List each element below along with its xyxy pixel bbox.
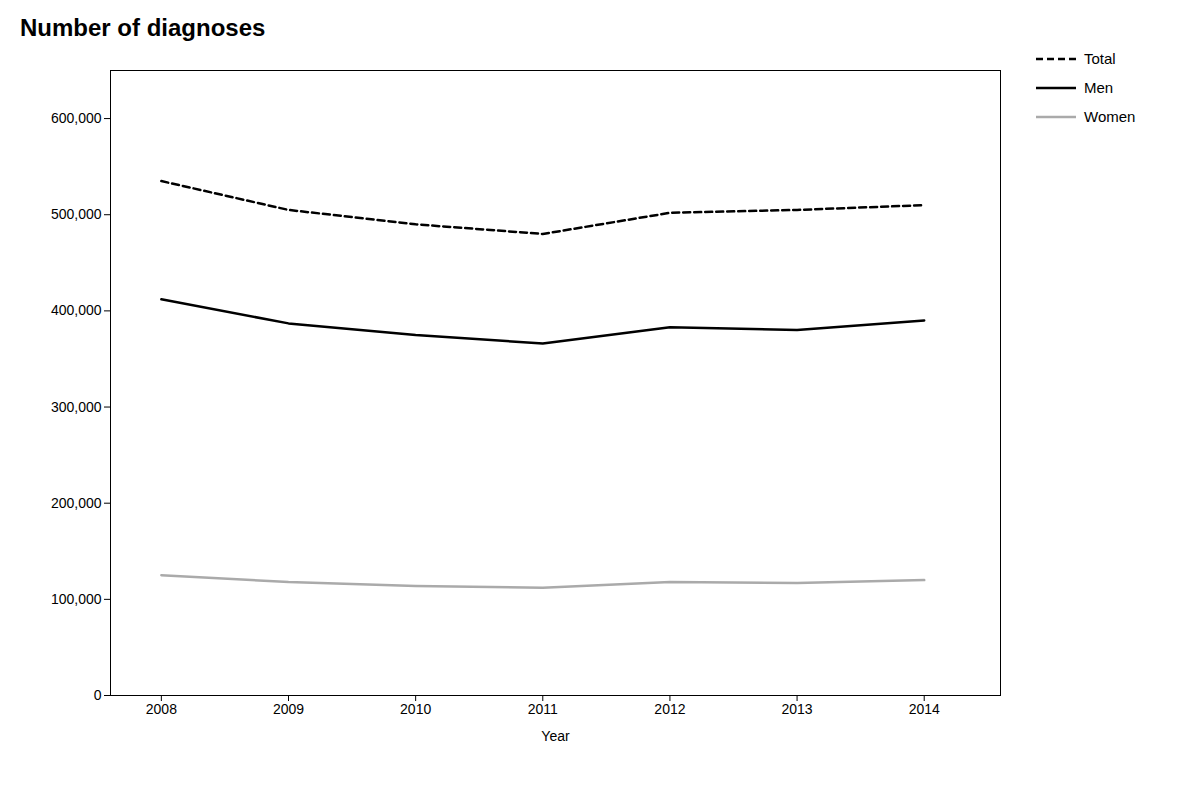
svg-text:300,000: 300,000 bbox=[51, 399, 102, 415]
svg-text:2013: 2013 bbox=[781, 701, 812, 717]
html-text:Total: Total bbox=[1084, 50, 1116, 67]
svg-text:2010: 2010 bbox=[400, 701, 431, 717]
svg-text:2009: 2009 bbox=[273, 701, 304, 717]
svg-text:2008: 2008 bbox=[146, 701, 177, 717]
html-text:Number of diagnoses: Number of diagnoses bbox=[20, 14, 266, 41]
svg-text:400,000: 400,000 bbox=[51, 302, 102, 318]
svg-text:2012: 2012 bbox=[654, 701, 685, 717]
svg-text:0: 0 bbox=[94, 687, 102, 703]
html-text:Women: Women bbox=[1084, 108, 1136, 125]
svg-text:100,000: 100,000 bbox=[51, 591, 102, 607]
svg-text:2011: 2011 bbox=[528, 701, 558, 717]
html-text:Men: Men bbox=[1084, 79, 1114, 96]
svg-text:Year: Year bbox=[541, 728, 570, 744]
svg-text:200,000: 200,000 bbox=[51, 495, 102, 511]
svg-text:500,000: 500,000 bbox=[51, 206, 102, 222]
svg-text:2014: 2014 bbox=[909, 701, 940, 717]
svg-text:600,000: 600,000 bbox=[51, 110, 102, 126]
